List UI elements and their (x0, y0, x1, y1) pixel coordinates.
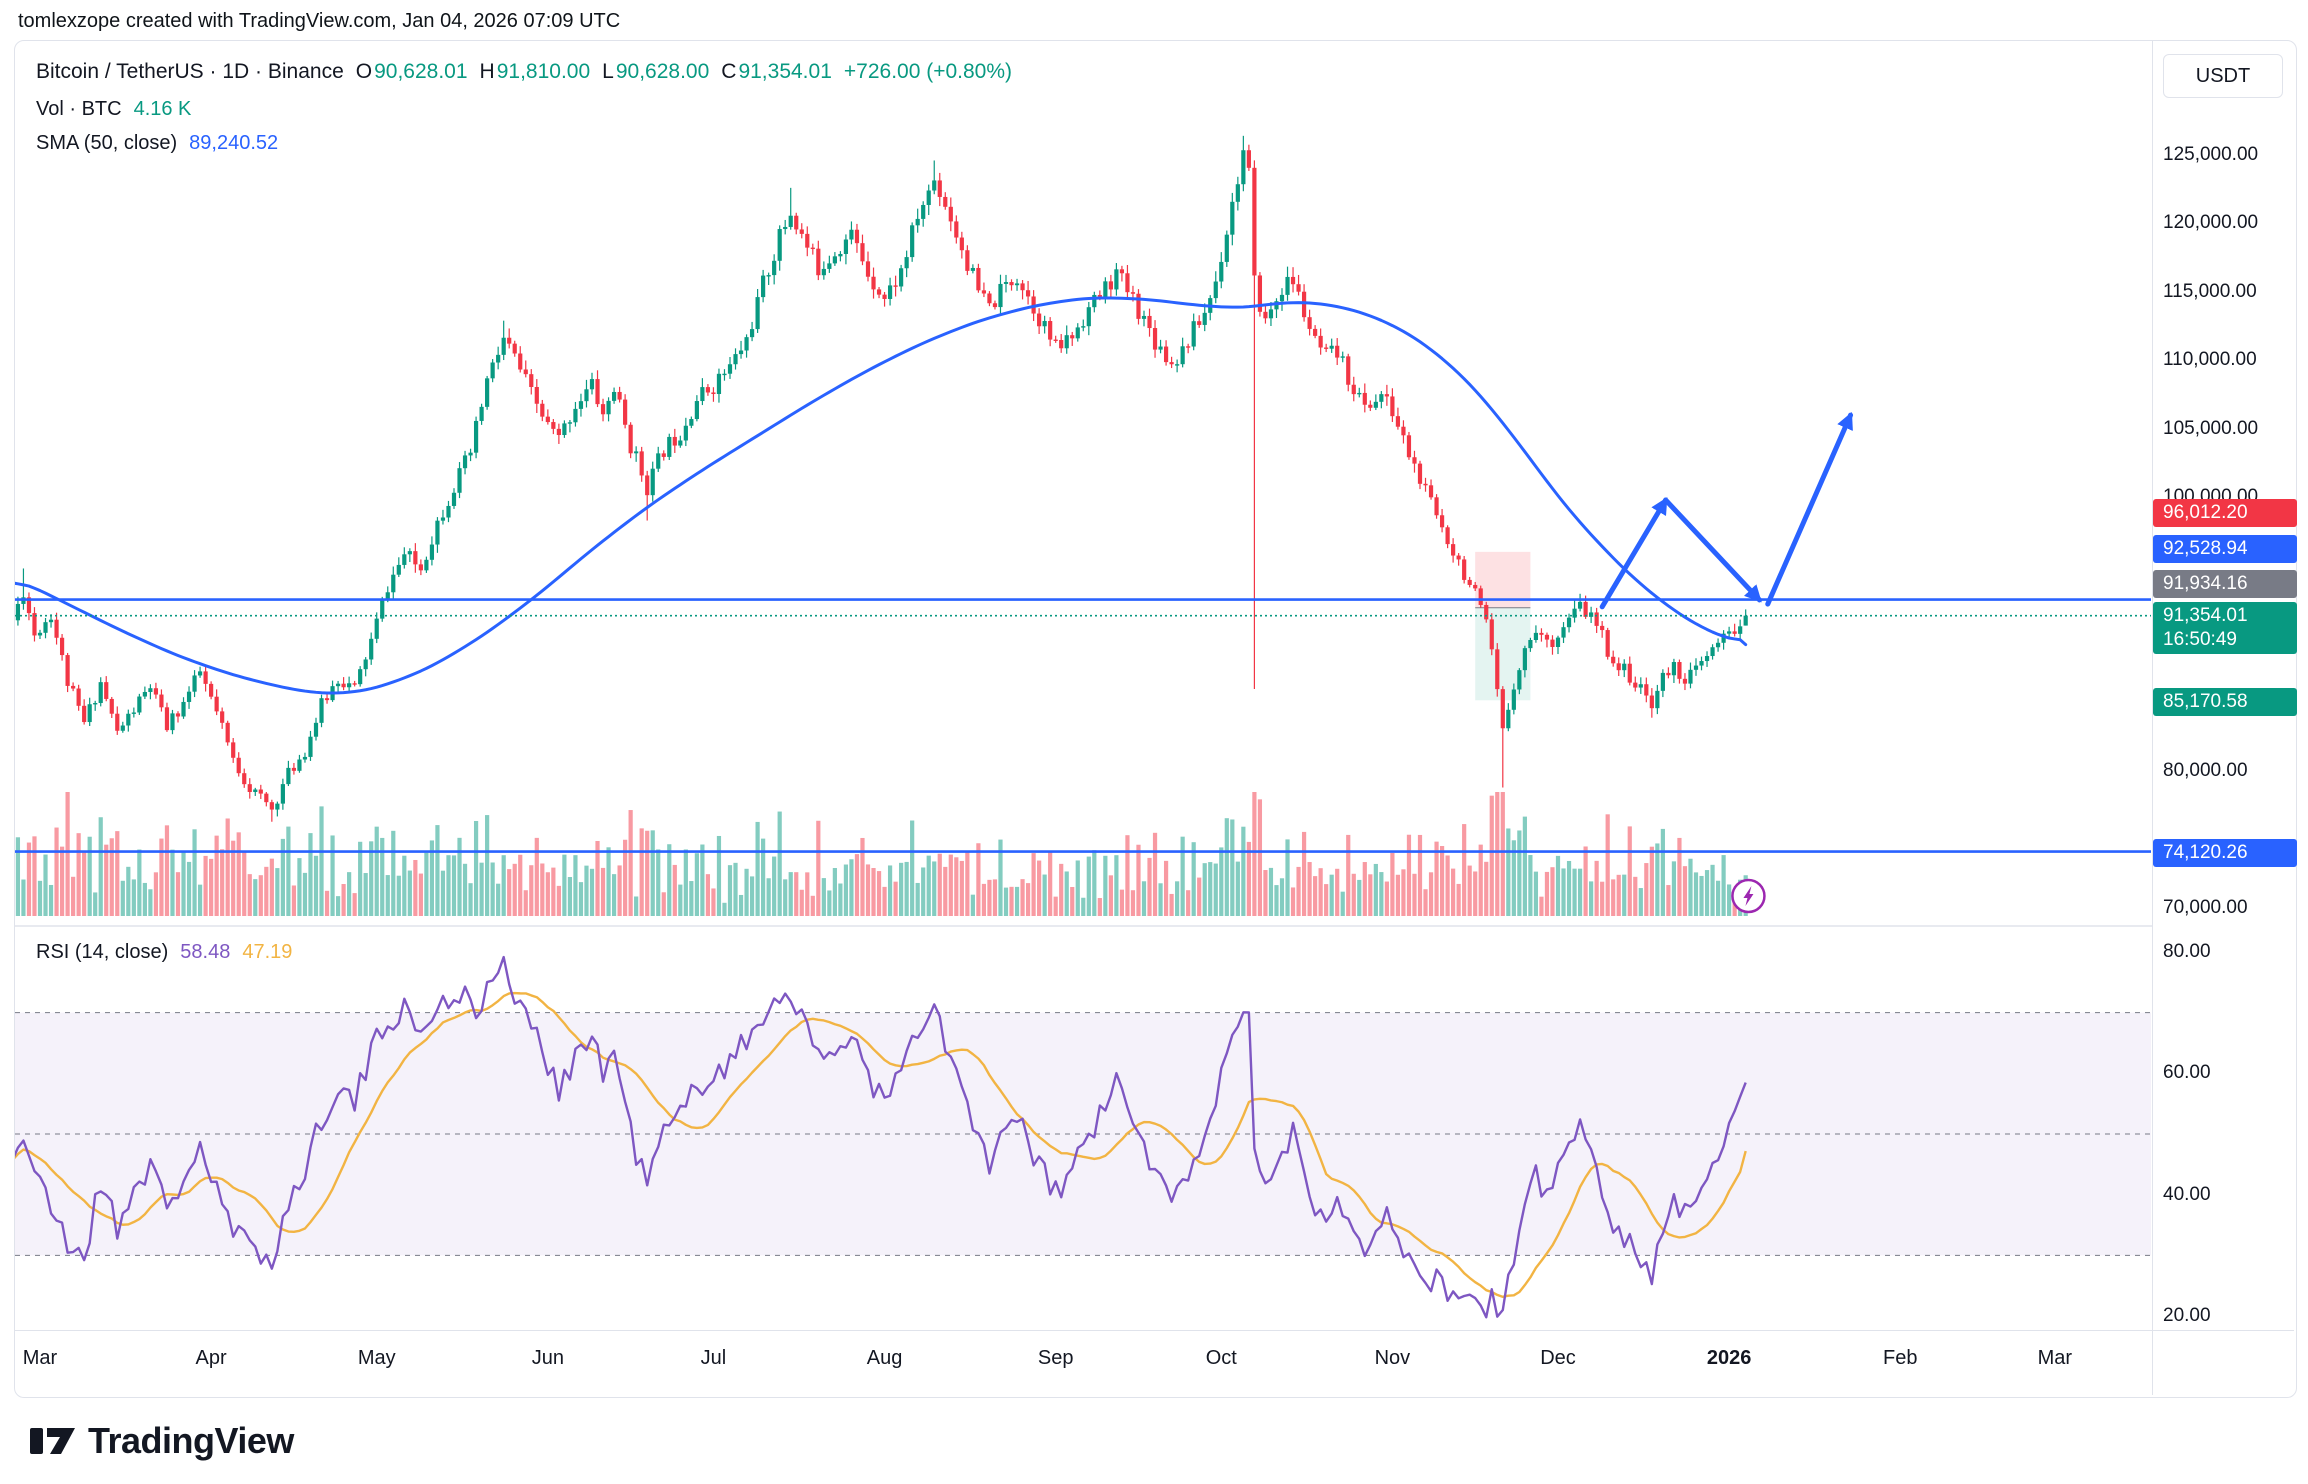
time-tick-Mar: Mar (2037, 1347, 2073, 1369)
volume-label: Vol · BTC (36, 98, 122, 120)
price-tick: 125,000.00 (2163, 144, 2259, 165)
ohlc-close-value: 91,354.01 (738, 60, 832, 83)
sma-legend[interactable]: SMA (50, close) 89,240.52 (36, 132, 278, 155)
ohlc-close-label: C (721, 60, 737, 83)
badge-hline-lower: 74,120.26 (2153, 839, 2297, 867)
sma-label: SMA (50, close) (36, 132, 178, 154)
rsi-label: RSI (14, close) (36, 941, 169, 963)
price-tick: 120,000.00 (2163, 212, 2259, 234)
ohlc-open: O90,628.01 (356, 60, 468, 84)
trend-arrow (1599, 497, 1669, 610)
price-tick: 80,000.00 (2163, 760, 2248, 782)
attribution-text: tomlexzope created with TradingView.com,… (18, 10, 621, 32)
ohlc-high-label: H (479, 60, 495, 83)
ohlc-low-value: 90,628.00 (615, 60, 710, 83)
rsi-tick: 60.00 (2163, 1062, 2211, 1084)
candles (15, 135, 1748, 822)
time-tick-Dec: Dec (1540, 1347, 1576, 1369)
time-tick-2026: 2026 (1706, 1347, 1752, 1369)
rsi-legend[interactable]: RSI (14, close) 58.48 47.19 (36, 941, 292, 964)
sma-line (15, 296, 1748, 695)
badge-short-entry: 91,934.16 (2153, 570, 2297, 598)
time-tick-Mar: Mar (22, 1347, 58, 1369)
price-tick: 70,000.00 (2163, 897, 2248, 918)
ohlc-close: C91,354.01 (721, 60, 832, 84)
badge-short-stop: 96,012.20 (2153, 499, 2297, 527)
time-tick-Aug: Aug (866, 1347, 903, 1369)
ohlc-open-label: O (355, 60, 373, 83)
rsi-value: 58.48 (180, 941, 231, 963)
price-tick: 105,000.00 (2163, 417, 2259, 439)
badge-last-price: 91,354.01 16:50:49 (2153, 602, 2297, 654)
bar-close-countdown: 16:50:49 (2163, 629, 2237, 650)
ohlc-low: L90,628.00 (602, 60, 709, 84)
price-tick: 115,000.00 (2163, 280, 2257, 302)
tradingview-logo[interactable]: TradingView (30, 1420, 294, 1462)
price-axis-border (2152, 41, 2153, 1395)
ohlc-low-label: L (602, 60, 614, 83)
drawings[interactable] (1599, 412, 1854, 914)
tradingview-mark-icon (30, 1428, 75, 1454)
volume-bars (15, 792, 1748, 916)
time-tick-Oct: Oct (1205, 1347, 1237, 1369)
badge-hline-upper: 92,528.94 (2153, 535, 2297, 563)
time-tick-Feb: Feb (1883, 1347, 1918, 1369)
chart-frame (14, 40, 2297, 1398)
symbol-legend[interactable]: Bitcoin / TetherUS · 1D · Binance O90,62… (36, 60, 1012, 84)
rsi-tick: 20.00 (2163, 1305, 2211, 1326)
time-tick-Nov: Nov (1374, 1347, 1411, 1369)
currency-toggle-button[interactable]: USDT (2163, 54, 2283, 98)
ohlc-change-value: +726.00 (+0.80%) (843, 60, 1013, 83)
sma-value: 89,240.52 (189, 132, 279, 154)
price-tick: 110,000.00 (2163, 349, 2257, 371)
horizontal-lines[interactable] (15, 598, 2151, 853)
time-axis-border (15, 1330, 2294, 1331)
ohlc-open-value: 90,628.01 (374, 60, 468, 83)
flash-bolt-icon (1743, 886, 1754, 906)
volume-legend[interactable]: Vol · BTC 4.16 K (36, 98, 191, 121)
badge-short-target: 85,170.58 (2153, 688, 2297, 716)
trend-arrow (1663, 497, 1762, 603)
time-tick-Apr: Apr (195, 1347, 227, 1369)
time-tick-May: May (357, 1347, 396, 1369)
rsi-tick: 40.00 (2163, 1183, 2211, 1205)
ohlc-high: H91,810.00 (480, 60, 591, 84)
time-tick-Jul: Jul (700, 1347, 727, 1369)
rsi-tick: 80.00 (2163, 941, 2211, 962)
time-tick-Sep: Sep (1037, 1347, 1074, 1369)
rsi-ma-value: 47.19 (242, 941, 293, 963)
time-tick-Jun: Jun (531, 1347, 564, 1369)
volume-value: 4.16 K (133, 98, 192, 120)
symbol-title: Bitcoin / TetherUS · 1D · Binance (36, 60, 344, 83)
trend-arrow (1765, 412, 1854, 607)
rsi-pane (15, 955, 2151, 1319)
tradingview-logo-text: TradingView (88, 1420, 294, 1461)
short-position-tool[interactable] (1475, 551, 1531, 701)
pane-separator[interactable] (15, 925, 2152, 927)
ohlc-high-value: 91,810.00 (496, 60, 591, 83)
